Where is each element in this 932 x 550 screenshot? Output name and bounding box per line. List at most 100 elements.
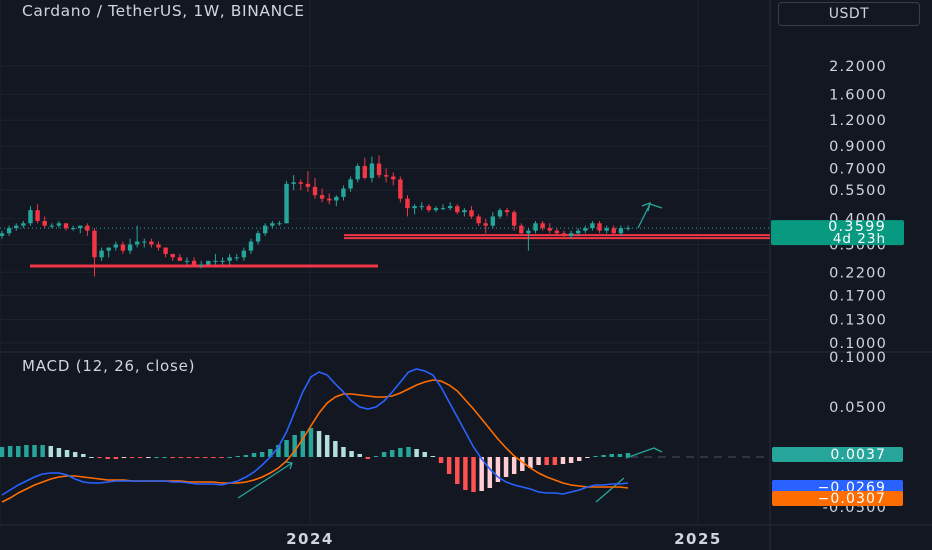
- macd-histogram-bar: [129, 457, 135, 458]
- macd-title[interactable]: MACD (12, 26, close): [22, 357, 195, 375]
- candle-body: [490, 216, 496, 226]
- time-axis-label[interactable]: 2025: [674, 530, 722, 548]
- price-tick-label[interactable]: 2.2000: [829, 59, 887, 75]
- macd-histogram-bar: [7, 446, 13, 457]
- candle-body: [312, 186, 318, 196]
- candle-body: [177, 257, 183, 261]
- macd-histogram-bar: [64, 450, 70, 457]
- candle-body: [476, 216, 481, 224]
- price-tick-label[interactable]: 0.9000: [829, 139, 887, 155]
- price-tick-label[interactable]: 0.1700: [829, 288, 887, 304]
- candle-body: [163, 247, 168, 254]
- macd-histogram-bar: [585, 457, 590, 458]
- last-price-label: 0.3599: [828, 219, 886, 235]
- candle-body: [305, 183, 311, 187]
- macd-histogram-bar: [308, 428, 314, 457]
- candle-body: [78, 225, 83, 229]
- candle-body: [348, 179, 353, 189]
- macd-histogram-bar: [268, 449, 273, 457]
- price-tick-label[interactable]: 1.2000: [829, 113, 887, 129]
- macd-histogram-bar: [560, 457, 566, 464]
- macd-histogram-bar: [162, 457, 167, 458]
- macd-histogram-bar: [430, 456, 436, 457]
- macd-histogram-bar: [146, 457, 151, 458]
- candle-body: [383, 175, 389, 177]
- time-axis[interactable]: 2024 2025: [286, 530, 722, 548]
- candle-body: [6, 228, 12, 234]
- candle-body: [120, 244, 126, 251]
- macd-histogram-bar: [211, 457, 216, 458]
- macd-trend-line[interactable]: [237, 462, 293, 499]
- price-tick-label[interactable]: 0.7000: [829, 162, 887, 178]
- macd-histogram-bar: [219, 457, 224, 458]
- candle-body: [497, 210, 503, 217]
- macd-histogram-bar: [292, 435, 297, 457]
- candle-body: [419, 206, 424, 208]
- last-price-badge: [771, 220, 904, 246]
- macd-histogram-bar: [422, 452, 427, 457]
- candle-body: [440, 208, 446, 210]
- candle-body: [149, 241, 154, 245]
- time-axis-label[interactable]: 2024: [286, 530, 334, 548]
- macd-histogram-bar: [194, 457, 200, 458]
- macd-histogram-bar: [536, 457, 541, 465]
- price-tick-label[interactable]: 0.2200: [829, 265, 887, 281]
- candle-body: [134, 241, 140, 245]
- currency-button[interactable]: USDT: [778, 2, 920, 26]
- macd-tick-label[interactable]: 0.1000: [829, 350, 887, 366]
- macd-histogram-bar: [365, 457, 371, 459]
- macd-histogram-bar: [341, 447, 346, 457]
- macd-histogram-bar: [381, 452, 387, 457]
- macd-line: [1, 368, 629, 496]
- candle-body: [213, 260, 218, 262]
- macd-histogram-bar: [528, 457, 533, 468]
- candle-body: [547, 228, 552, 231]
- macd-histogram-bar: [495, 457, 501, 482]
- macd-tick-label[interactable]: 0.0500: [829, 400, 887, 416]
- macd-histogram-bar: [32, 445, 37, 457]
- macd-histogram-bar: [463, 457, 468, 490]
- candle-body: [113, 244, 119, 248]
- macd-trend-line-2[interactable]: [595, 477, 625, 503]
- candle-body: [575, 230, 581, 234]
- price-tick-label[interactable]: 0.1000: [829, 336, 887, 352]
- candle-body: [255, 233, 261, 242]
- candle-body: [234, 257, 239, 259]
- candle-body: [85, 225, 90, 231]
- candle-body: [561, 233, 567, 236]
- macd-histogram-bar: [113, 457, 119, 459]
- price-tick-label[interactable]: 0.1300: [829, 312, 887, 328]
- macd-histogram-bar: [487, 457, 493, 488]
- macd-histogram-bar: [235, 456, 241, 457]
- macd-histogram-bar: [503, 457, 509, 477]
- candle-body: [412, 206, 417, 209]
- candle-body: [455, 206, 460, 213]
- macd-histogram-bar: [243, 455, 249, 457]
- price-tick-label[interactable]: 0.5500: [829, 183, 887, 199]
- macd-histogram-bar: [259, 452, 265, 457]
- arrow-head-icon[interactable]: [641, 201, 651, 212]
- macd-histogram-bar: [398, 448, 403, 457]
- macd-arrow-head-icon[interactable]: [285, 461, 293, 470]
- macd-projection-arrow-icon[interactable]: [625, 447, 663, 459]
- candle-body: [590, 223, 595, 229]
- macd-histogram-bar: [72, 452, 78, 457]
- macd-histogram-bar: [520, 457, 525, 471]
- candle-body: [625, 228, 631, 230]
- macd-histogram-bar: [203, 457, 208, 458]
- candle-body: [298, 182, 303, 184]
- candle-body: [519, 225, 524, 234]
- annotations[interactable]: [237, 201, 663, 503]
- candle-body: [597, 223, 602, 231]
- price-tick-label[interactable]: 1.6000: [829, 87, 887, 103]
- candle-body: [284, 183, 289, 224]
- chart-title[interactable]: Cardano / TetherUS, 1W, BINANCE: [22, 2, 305, 20]
- macd-histogram-bar: [373, 456, 379, 457]
- candle-body: [355, 165, 360, 180]
- macd-histogram-bar: [609, 454, 614, 457]
- candle-body: [334, 196, 339, 201]
- macd-histogram-bar: [276, 445, 281, 457]
- macd-histogram-bar: [455, 457, 460, 484]
- candle-body: [170, 253, 175, 258]
- candle-body: [533, 223, 538, 231]
